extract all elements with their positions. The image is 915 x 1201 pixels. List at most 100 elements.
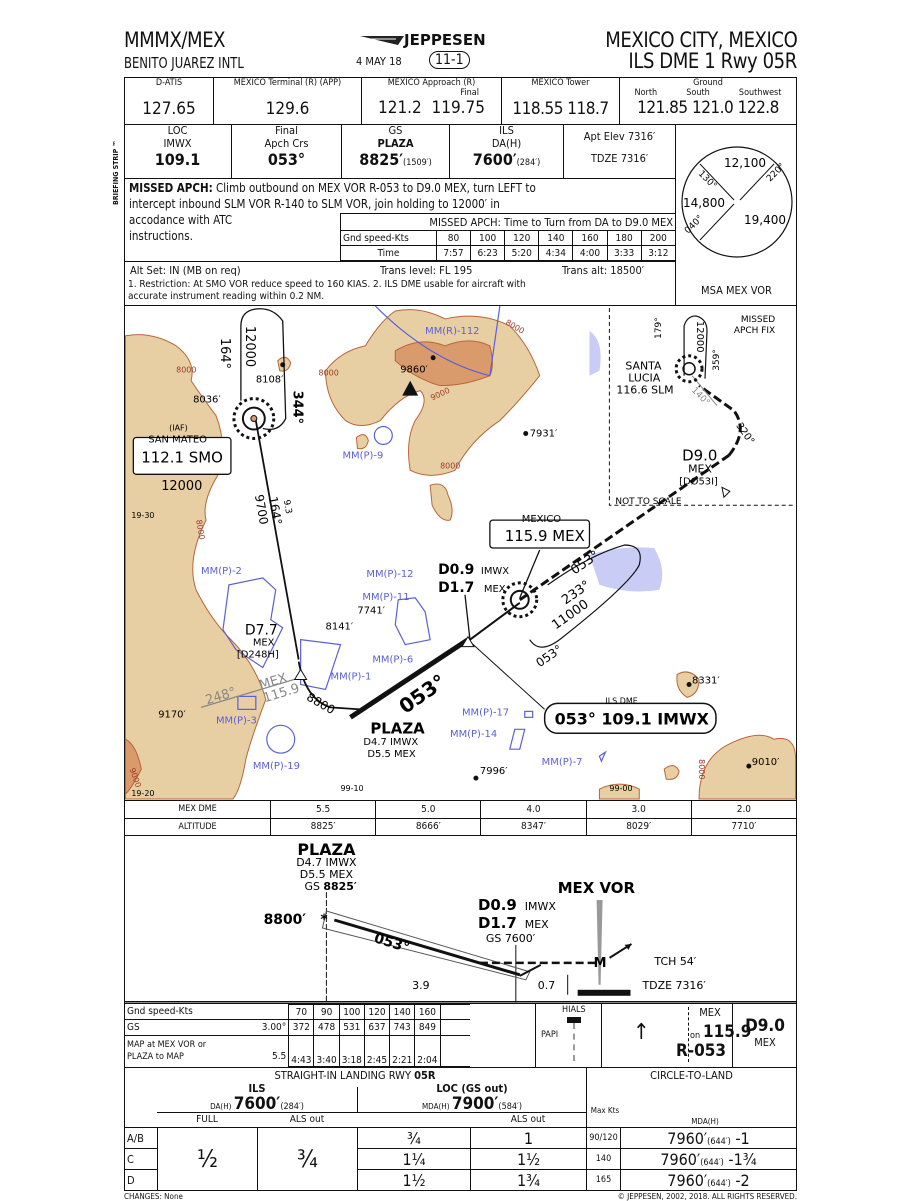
svg-text:TDZE 7316′: TDZE 7316′ <box>641 979 706 992</box>
loc-full-vis: 1½ <box>357 1169 471 1191</box>
minimums-row: C 1¼ 1½ 140 7960′(644′) -1¾ <box>124 1148 797 1170</box>
briefing-strip-label: BRIEFING STRIP ™ <box>112 140 120 205</box>
loc-als-vis: 1 <box>470 1127 587 1149</box>
elevation-info: Apt Elev 7316′ TDZE 7316′ <box>564 124 676 178</box>
loc-als-vis: 1½ <box>470 1148 587 1170</box>
speed-cell: 160 <box>572 230 608 247</box>
altitude-cell: 7710′ <box>690 817 798 836</box>
svg-text:D0.9: D0.9 <box>438 562 474 578</box>
svg-text:140°: 140° <box>689 386 711 408</box>
svg-text:116.6 SLM: 116.6 SLM <box>616 384 673 397</box>
descent-rate-cell: 637 <box>363 1019 391 1036</box>
airport-icao: MMMX/MEX <box>124 28 226 52</box>
svg-text:9860′: 9860′ <box>400 365 428 376</box>
dme-cell: 4.0 <box>480 800 587 819</box>
svg-text:MM(P)-12: MM(P)-12 <box>366 569 413 580</box>
straight-in-title: STRAIGHT-IN LANDING RWY 05R <box>274 1069 436 1082</box>
svg-text:040°: 040° <box>683 214 705 236</box>
svg-text:115.9 MEX: 115.9 MEX <box>505 527 585 545</box>
circle-minimum: 7960′(644′) -1 <box>620 1127 797 1149</box>
svg-text:D7.7: D7.7 <box>245 623 278 639</box>
svg-text:7931′: 7931′ <box>530 428 558 439</box>
circle-minimum: 7960′(644′) -2 <box>620 1169 797 1191</box>
svg-text:8000: 8000 <box>440 461 460 470</box>
gs-speed-cell: 140 <box>389 1003 416 1021</box>
svg-text:10: 10 <box>124 359 126 368</box>
speed-cell: 200 <box>640 230 677 247</box>
svg-text:8000: 8000 <box>319 369 339 378</box>
loc-full-vis: ¾ <box>357 1127 471 1149</box>
loc-full-vis: 1¼ <box>357 1148 471 1170</box>
time-cell: 5:20 <box>504 245 540 261</box>
freq-approach: MEXICO Approach (R) Final 121.2 119.75 <box>362 78 502 124</box>
svg-text:D5.5 MEX: D5.5 MEX <box>367 749 415 760</box>
loc-als-vis: 1¾ <box>470 1169 587 1191</box>
final-course: Final Apch Crs 053° <box>232 124 342 178</box>
restricted-airspace <box>222 306 607 763</box>
mdah-header: MDA(H) <box>691 1117 719 1126</box>
loc-als-out-header: ALS out <box>510 1114 546 1125</box>
time-cell: 4:00 <box>572 245 608 261</box>
spot-elevations <box>280 355 752 781</box>
trans-level: Trans level: FL 195 <box>380 264 473 277</box>
freq-terminal: MEXICO Terminal (R) (APP) 129.6 <box>214 78 362 124</box>
svg-text:NOT TO SCALE: NOT TO SCALE <box>615 497 681 507</box>
descent-rate-cell: 743 <box>389 1019 416 1036</box>
map-time-cell: 3:18 <box>338 1034 365 1068</box>
svg-text:ILS DME: ILS DME <box>605 696 637 705</box>
loc-info: LOC IMWX 109.1 <box>124 124 232 178</box>
svg-text:344°: 344° <box>290 391 305 424</box>
descent-rate-cell: 849 <box>414 1019 441 1036</box>
jeppesen-logo: JEPPESEN <box>360 31 510 49</box>
svg-text:MEX: MEX <box>688 462 712 475</box>
svg-text:MM(P)-19: MM(P)-19 <box>253 761 300 772</box>
map-time-cell: 3:40 <box>313 1034 340 1068</box>
svg-text:M: M <box>594 956 607 971</box>
map-fix-radial: R-053 <box>676 1041 727 1061</box>
altitude-cell: 8347′ <box>480 817 587 836</box>
svg-text:164°: 164° <box>217 338 232 369</box>
loc-title: LOC (GS out) <box>436 1082 508 1095</box>
msa-circle: 130° 220° 040° 12,100 14,800 19,400 <box>681 146 793 258</box>
svg-text:8800: 8800 <box>304 690 337 717</box>
map-time-cell: 2:45 <box>363 1034 391 1068</box>
freq-ground: Ground North South Southwest 121.85 121.0 12… <box>634 78 782 118</box>
speed-cell: 120 <box>504 230 540 247</box>
dme-cell: 2.0 <box>690 800 798 819</box>
gs-speed-cell: 120 <box>363 1003 391 1021</box>
ils-title: ILS <box>248 1082 266 1095</box>
minimums-row: D 1½ 1¾ 165 7960′(644′) -2 <box>124 1169 797 1191</box>
approach-info-row: LOC IMWX 109.1 Final Apch Crs 053° GS PLAZA 88… <box>124 124 676 179</box>
svg-text:8000: 8000 <box>176 366 196 375</box>
svg-text:053°: 053° <box>395 670 450 718</box>
svg-text:MM(P)-3: MM(P)-3 <box>216 715 257 726</box>
svg-text:(IAF): (IAF) <box>169 423 188 432</box>
svg-text:MM(P)-7: MM(P)-7 <box>542 757 583 768</box>
max-kts: 90/120 <box>586 1127 621 1149</box>
circle-title: CIRCLE-TO-LAND <box>650 1069 733 1082</box>
svg-text:PLAZA: PLAZA <box>370 719 425 737</box>
svg-text:[DØ53I]: [DØ53I] <box>679 475 718 487</box>
loc-mda: MDA(H) 7900′(584′) <box>421 1094 523 1114</box>
altitude-cell: 8825′ <box>269 817 377 836</box>
svg-text:9170′: 9170′ <box>158 709 186 720</box>
category: D <box>124 1169 158 1191</box>
svg-text:12000: 12000 <box>242 326 257 367</box>
gs-speed-cell: 100 <box>338 1003 365 1021</box>
svg-text:MEX: MEX <box>525 918 549 931</box>
svg-text:TCH 54′: TCH 54′ <box>653 955 696 968</box>
navaid-symbols <box>232 354 731 680</box>
svg-text:053° 109.1 IMWX: 053° 109.1 IMWX <box>555 709 709 728</box>
svg-text:8000: 8000 <box>697 759 706 779</box>
descent-rate-cell: 478 <box>313 1019 340 1036</box>
city-name: MEXICO CITY, MEXICO <box>604 28 798 52</box>
chart-date: 4 MAY 18 <box>356 55 402 68</box>
svg-text:12000: 12000 <box>161 479 202 494</box>
freq-atis: D-ATIS 127.65 <box>125 78 214 124</box>
copyright: © JEPPESEN, 2002, 2018. ALL RIGHTS RESER… <box>617 1192 797 1201</box>
missed-fix-box: D9.0 MEX <box>732 1003 797 1068</box>
max-kts: 165 <box>586 1169 621 1191</box>
svg-text:8331′: 8331′ <box>692 675 720 686</box>
svg-text:GS 8825′: GS 8825′ <box>304 880 356 893</box>
svg-text:MM(P)-2: MM(P)-2 <box>201 566 242 577</box>
